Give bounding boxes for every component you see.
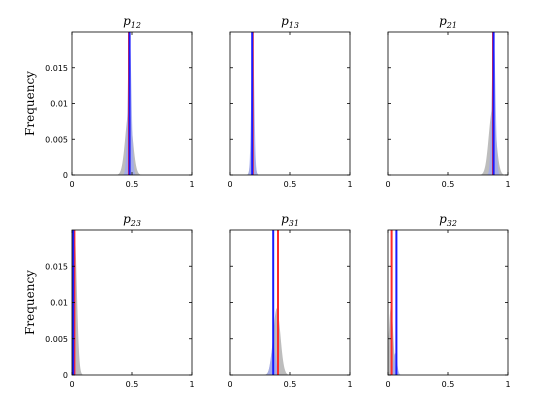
panel-title-subscript: 32 (447, 219, 457, 228)
x-tick-label: 0 (385, 380, 390, 389)
x-tick-label: 0 (69, 180, 74, 189)
panel-p13: 0 0.5 1 p13 (227, 14, 352, 189)
y-tick-label: 0.015 (45, 262, 68, 271)
x-tick-label: 0.5 (126, 180, 139, 189)
panel-title-subscript: 12 (131, 21, 141, 30)
panel-title: p13 (281, 14, 299, 30)
x-tick-label: 1 (505, 180, 510, 189)
y-tick-label: 0.005 (45, 135, 68, 144)
panel-title: p23 (123, 212, 141, 228)
plot-area (230, 32, 350, 175)
x-tick-label: 0 (227, 180, 232, 189)
plot-area (388, 230, 508, 375)
x-tick-label: 0 (227, 380, 232, 389)
panel-p32: 0 0.5 1 p32 (385, 212, 510, 389)
panel-title: p21 (439, 14, 457, 30)
panel-title-subscript: 31 (289, 219, 299, 228)
blue-distribution-area (72, 230, 192, 375)
plot-area (72, 32, 192, 175)
plot-area (230, 230, 350, 375)
axes-frame (387, 229, 509, 376)
blue-distribution-area (388, 32, 508, 175)
x-tick-label: 1 (347, 180, 352, 189)
axes-frame (229, 229, 351, 376)
x-tick-label: 0.5 (284, 180, 297, 189)
plot-area (72, 230, 192, 375)
y-tick-label: 0.005 (45, 335, 68, 344)
blue-distribution-area (72, 32, 192, 175)
blue-distribution-area (388, 353, 508, 375)
x-tick-label: 1 (189, 180, 194, 189)
x-tick-label: 0.5 (442, 380, 455, 389)
panel-title-main: p (281, 14, 289, 28)
panel-title-main: p (123, 14, 131, 28)
panel-title-subscript: 21 (446, 21, 457, 30)
panel-title-main: p (439, 212, 447, 226)
panel-p23: 0 0.5 1 0 0.005 0.01 0.015 p23 Frequency (23, 212, 195, 389)
panel-title: p32 (439, 212, 457, 228)
y-tick-label: 0 (63, 171, 68, 180)
y-tick-label: 0.01 (50, 299, 68, 308)
distribution-area (388, 306, 508, 375)
panel-p12: 0 0.5 1 0 0.005 0.01 0.015 p12 Frequency (23, 14, 195, 189)
panel-p21: 0 0.5 1 p21 (385, 14, 510, 189)
panel-title-subscript: 23 (130, 219, 141, 228)
y-axis-label: Frequency (23, 270, 37, 335)
panel-title: p31 (281, 212, 299, 228)
panel-p31: 0 0.5 1 p31 (227, 212, 352, 389)
x-tick-label: 1 (189, 380, 194, 389)
x-tick-label: 0 (69, 380, 74, 389)
panel-title-main: p (123, 212, 131, 226)
panel-title-main: p (281, 212, 289, 226)
y-tick-label: 0 (63, 371, 68, 380)
blue-distribution-area (230, 346, 350, 375)
panel-title-subscript: 13 (289, 21, 299, 30)
distribution-area (230, 135, 350, 175)
distribution-area (72, 230, 192, 375)
x-tick-label: 1 (505, 380, 510, 389)
x-tick-label: 0 (385, 180, 390, 189)
x-tick-label: 0.5 (284, 380, 297, 389)
y-tick-label: 0.01 (50, 100, 68, 109)
axes-frame (71, 229, 193, 376)
axes-frame (229, 31, 351, 176)
x-tick-label: 0.5 (126, 380, 139, 389)
plot-area (388, 32, 508, 175)
panel-title: p12 (123, 14, 141, 30)
blue-distribution-area (230, 32, 350, 175)
y-tick-label: 0.015 (45, 64, 68, 73)
x-tick-label: 1 (347, 380, 352, 389)
x-tick-label: 0.5 (442, 180, 455, 189)
panel-title-main: p (439, 14, 447, 28)
y-axis-label: Frequency (23, 71, 37, 136)
distribution-area (230, 308, 350, 375)
